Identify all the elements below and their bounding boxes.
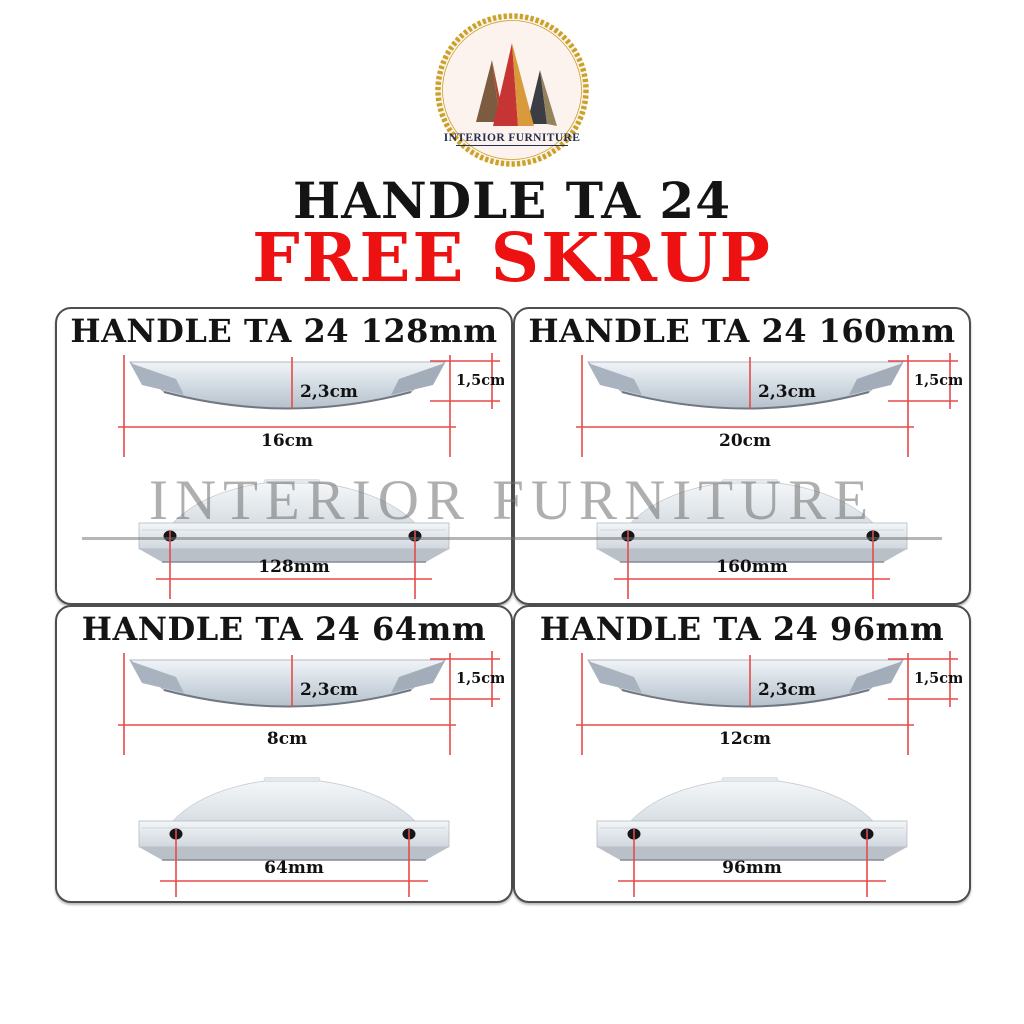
variant-panel-96mm: HANDLE TA 24 96mm 2,3cm 1,5cm 12cm [513, 605, 971, 903]
dimension-lines [160, 829, 428, 898]
towers-icon [476, 43, 557, 126]
profile-height-label: 2,3cm [300, 680, 358, 700]
dimension-lines [118, 353, 500, 458]
profile-height-label: 2,3cm [300, 382, 358, 402]
dimension-lines [118, 651, 500, 756]
panel-title: HANDLE TA 24 64mm [81, 610, 487, 648]
dimension-lines [614, 531, 890, 600]
total-length-label: 12cm [719, 729, 771, 749]
logo-brand-text: INTERIOR FURNITURE [444, 132, 581, 144]
variant-panel-128mm: HANDLE TA 24 128mm 2,3cm 1,5cm 16cm [55, 307, 513, 605]
handle-photo: 96mm [596, 777, 908, 898]
handle-dimension-diagram: 2,3cm 1,5cm 12cm [576, 651, 962, 756]
handle-dimension-diagram: 2,3cm 1,5cm 16cm [118, 353, 504, 458]
panel-title: HANDLE TA 24 160mm [528, 312, 956, 350]
dimension-lines [618, 829, 886, 898]
size-variant-grid: HANDLE TA 24 128mm 2,3cm 1,5cm 16cm [55, 307, 971, 903]
hole-distance-label: 64mm [264, 858, 324, 878]
handle-photo: 128mm [138, 479, 450, 600]
hole-distance-label: 128mm [258, 557, 329, 577]
dimension-lines [576, 651, 958, 756]
rope-ring-icon [435, 13, 589, 167]
total-length-label: 20cm [719, 431, 771, 451]
end-height-label: 1,5cm [456, 670, 504, 687]
variant-panel-160mm: HANDLE TA 24 160mm 2,3cm 1,5cm 20cm [513, 307, 971, 605]
end-height-label: 1,5cm [914, 372, 962, 389]
total-length-label: 8cm [267, 729, 307, 749]
handle-photo: 64mm [138, 777, 450, 898]
brand-logo: INTERIOR FURNITURE [432, 10, 592, 170]
panel-title: HANDLE TA 24 96mm [539, 610, 945, 648]
panel-title: HANDLE TA 24 128mm [70, 312, 498, 350]
dimension-lines [156, 531, 432, 600]
variant-panel-64mm: HANDLE TA 24 64mm 2,3cm 1,5cm 8cm [55, 605, 513, 903]
promo-subtitle: FREE SKRUP [252, 218, 772, 297]
end-height-label: 1,5cm [914, 670, 962, 687]
end-height-label: 1,5cm [456, 372, 504, 389]
brand-logo-icon: INTERIOR FURNITURE [435, 13, 589, 167]
handle-photo: 160mm [596, 479, 908, 600]
handle-dimension-diagram: 2,3cm 1,5cm 8cm [118, 651, 504, 756]
profile-height-label: 2,3cm [758, 680, 816, 700]
hole-distance-label: 160mm [716, 557, 787, 577]
handle-dimension-diagram: 2,3cm 1,5cm 20cm [576, 353, 962, 458]
hole-distance-label: 96mm [722, 858, 782, 878]
profile-height-label: 2,3cm [758, 382, 816, 402]
total-length-label: 16cm [261, 431, 313, 451]
product-title: HANDLE TA 24 [292, 171, 732, 230]
dimension-lines [576, 353, 958, 458]
